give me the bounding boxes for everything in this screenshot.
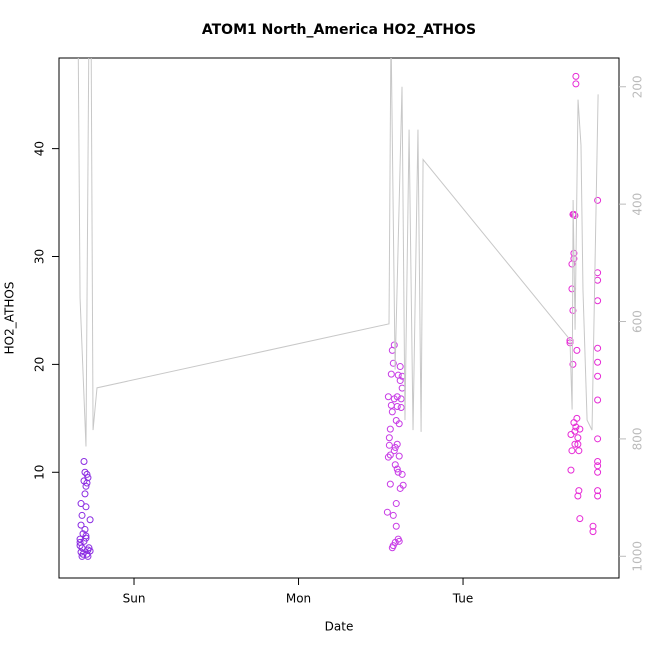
point xyxy=(86,516,94,524)
point xyxy=(82,503,90,511)
point xyxy=(576,515,584,523)
point xyxy=(383,508,391,516)
point xyxy=(385,434,393,442)
point xyxy=(85,544,93,552)
point xyxy=(392,500,400,508)
point xyxy=(77,548,85,556)
point xyxy=(399,481,407,489)
y2-tick-label: 400 xyxy=(631,193,645,216)
point xyxy=(82,532,90,540)
point xyxy=(394,371,402,379)
point xyxy=(568,447,576,455)
point xyxy=(396,363,404,371)
point xyxy=(594,468,602,476)
point xyxy=(571,427,579,435)
y2-tick-label: 800 xyxy=(631,427,645,450)
point xyxy=(77,521,85,529)
point xyxy=(573,346,581,354)
point xyxy=(81,490,89,498)
point xyxy=(386,480,394,488)
plot-frame xyxy=(58,57,620,579)
point xyxy=(589,528,597,536)
point xyxy=(571,440,579,448)
point xyxy=(397,404,405,412)
point xyxy=(572,80,580,88)
point xyxy=(388,544,396,552)
point xyxy=(386,451,394,459)
point xyxy=(569,360,577,368)
y2-tick-label: 600 xyxy=(631,310,645,333)
point xyxy=(594,196,602,204)
point xyxy=(80,457,88,465)
y-tick-label: 30 xyxy=(33,249,47,264)
point xyxy=(398,470,406,478)
y2-tick-label: 200 xyxy=(631,75,645,98)
plot-area xyxy=(76,58,602,560)
point xyxy=(390,447,398,455)
point xyxy=(386,425,394,433)
point xyxy=(83,470,91,478)
point xyxy=(389,511,397,519)
point xyxy=(594,487,602,495)
point xyxy=(81,525,89,533)
point xyxy=(594,492,602,500)
point xyxy=(571,212,579,220)
point xyxy=(572,423,580,431)
chart-title: ATOM1 North_America HO2_ATHOS xyxy=(202,22,476,38)
x-axis-label: Date xyxy=(325,620,354,634)
y2-tick-label: 1000 xyxy=(631,541,645,572)
point xyxy=(589,522,597,530)
right-axis: 200 400 600 800 1000 xyxy=(619,75,645,572)
point xyxy=(594,372,602,380)
point xyxy=(384,453,392,461)
point xyxy=(391,461,399,469)
point xyxy=(594,358,602,366)
point xyxy=(594,344,602,352)
y-tick-label: 10 xyxy=(33,465,47,480)
point xyxy=(388,408,396,416)
point xyxy=(567,466,575,474)
x-tick-label: Mon xyxy=(286,592,311,606)
point xyxy=(574,440,582,448)
x-tick-label: Tue xyxy=(452,592,474,606)
point xyxy=(572,72,580,80)
point xyxy=(397,395,405,403)
point xyxy=(594,457,602,465)
y-tick-label: 40 xyxy=(33,141,47,156)
point xyxy=(78,544,86,552)
line xyxy=(77,58,599,447)
point xyxy=(394,468,402,476)
point xyxy=(594,396,602,404)
point xyxy=(575,487,583,495)
point xyxy=(395,452,403,460)
point xyxy=(82,482,90,490)
point xyxy=(573,414,581,422)
point xyxy=(389,359,397,367)
point xyxy=(385,441,393,449)
point xyxy=(395,420,403,428)
y-tick-label: 20 xyxy=(33,357,47,372)
point xyxy=(575,447,583,455)
y-axis-label: HO2_ATHOS xyxy=(3,282,17,355)
point xyxy=(84,474,92,482)
point xyxy=(392,522,400,530)
point xyxy=(393,393,401,401)
point xyxy=(81,468,89,476)
point xyxy=(393,402,401,410)
point xyxy=(82,534,90,542)
point xyxy=(594,435,602,443)
point xyxy=(78,511,86,519)
point xyxy=(77,500,85,508)
point xyxy=(395,537,403,545)
point xyxy=(86,547,94,555)
point xyxy=(387,370,395,378)
point xyxy=(384,393,392,401)
point xyxy=(391,443,399,451)
point xyxy=(393,465,401,473)
x-tick-label: Sun xyxy=(123,592,146,606)
